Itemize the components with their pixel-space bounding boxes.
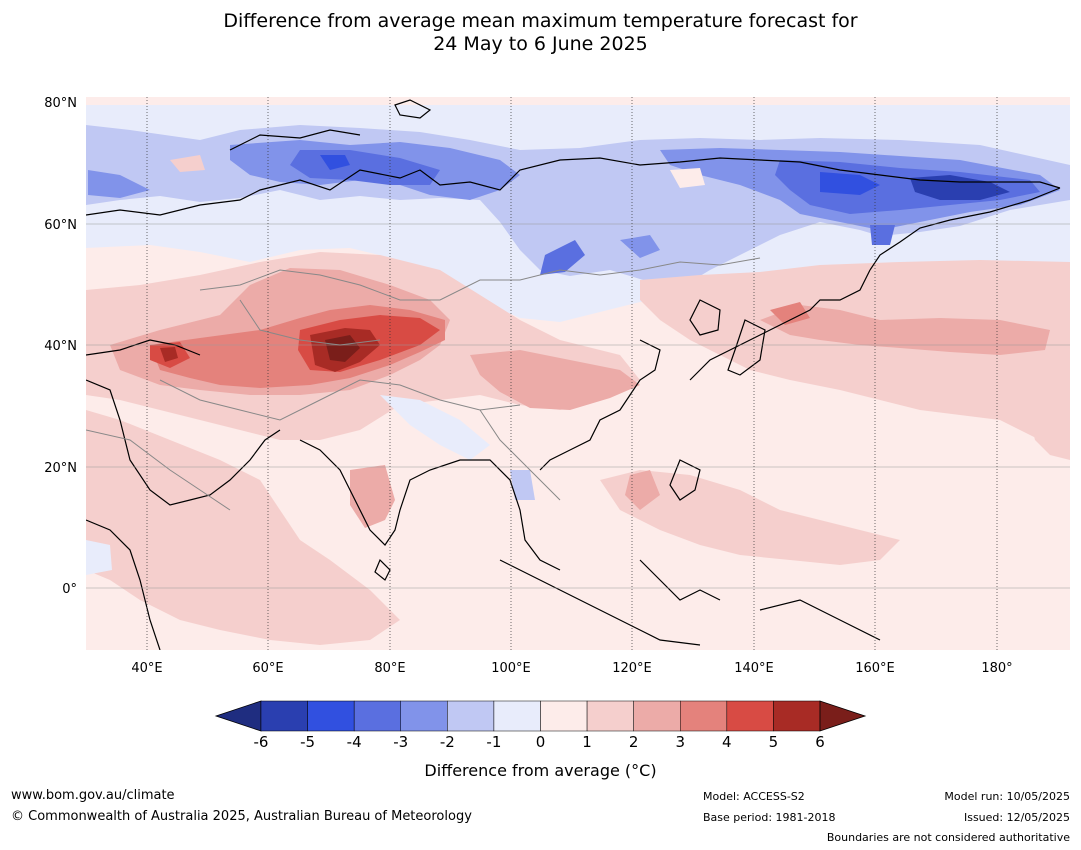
model-run-text: Model run: 10/05/2025 [944,790,1070,803]
lon-label-60e: 60°E [252,661,283,676]
anomaly-fields [86,97,1070,650]
colorbar-tick-label: -2 [439,733,455,751]
colorbar-label: Difference from average (°C) [424,761,657,780]
colorbar-segment [633,700,681,732]
colorbar-segment [353,700,401,732]
colorbar-tick-label: -6 [253,733,269,751]
longitude-labels: 40°E 60°E 80°E 100°E 120°E 140°E 160°E 1… [131,661,1012,676]
colorbar-tick-label: 1 [582,733,592,751]
lon-label-140e: 140°E [734,661,774,676]
lat-label-0: 0° [62,582,77,597]
gridlines [86,223,1070,589]
country-borders [86,257,761,511]
website-link[interactable]: www.bom.gov.au/climate [11,788,175,803]
meridians [146,97,998,650]
model-text: Model: ACCESS-S2 [703,790,805,803]
colorbar-tick-label: -3 [393,733,409,751]
base-period-text: Base period: 1981-2018 [703,811,836,824]
lon-label-100e: 100°E [491,661,531,676]
latitude-labels: 80°N 60°N 40°N 20°N 0° [44,96,77,597]
lat-label-80n: 80°N [44,96,77,111]
colorbar-tick-label: -1 [486,733,502,751]
colorbar-tick-label: 4 [722,733,732,751]
lat-label-20n: 20°N [44,461,77,476]
colorbar-segment [726,700,774,732]
lon-label-120e: 120°E [612,661,652,676]
lon-label-180: 180° [981,661,1012,676]
colorbar-segment [400,700,448,732]
colorbar-extend-high [819,700,867,732]
colorbar-tick-label: -4 [346,733,362,751]
issued-text: Issued: 12/05/2025 [963,811,1070,824]
colorbar [214,700,867,732]
lon-label-40e: 40°E [131,661,162,676]
colorbar-tick-label: 2 [628,733,639,751]
copyright-text: © Commonwealth of Australia 2025, Austra… [11,809,472,824]
colorbar-extend-low [214,700,262,732]
colorbar-segment [773,700,821,732]
colorbar-segment [540,700,588,732]
colorbar-segment [447,700,495,732]
colorbar-segment [493,700,541,732]
colorbar-tick-label: 5 [768,733,779,751]
colorbar-tick-label: 6 [815,733,825,751]
colorbar-segment [307,700,355,732]
lon-label-80e: 80°E [374,661,405,676]
colorbar-segment [260,700,308,732]
colorbar-segment [680,700,728,732]
boundaries-note: Boundaries are not considered authoritat… [826,831,1070,844]
lat-label-40n: 40°N [44,339,77,354]
map-title-line1: Difference from average mean maximum tem… [223,10,858,32]
colorbar-tick-label: -5 [300,733,316,751]
colorbar-tick-label: 0 [535,733,546,751]
colorbar-tick-label: 3 [675,733,686,751]
colorbar-segment [586,700,634,732]
map-title-line2: 24 May to 6 June 2025 [433,33,648,55]
lat-label-60n: 60°N [44,218,77,233]
lon-label-160e: 160°E [855,661,895,676]
